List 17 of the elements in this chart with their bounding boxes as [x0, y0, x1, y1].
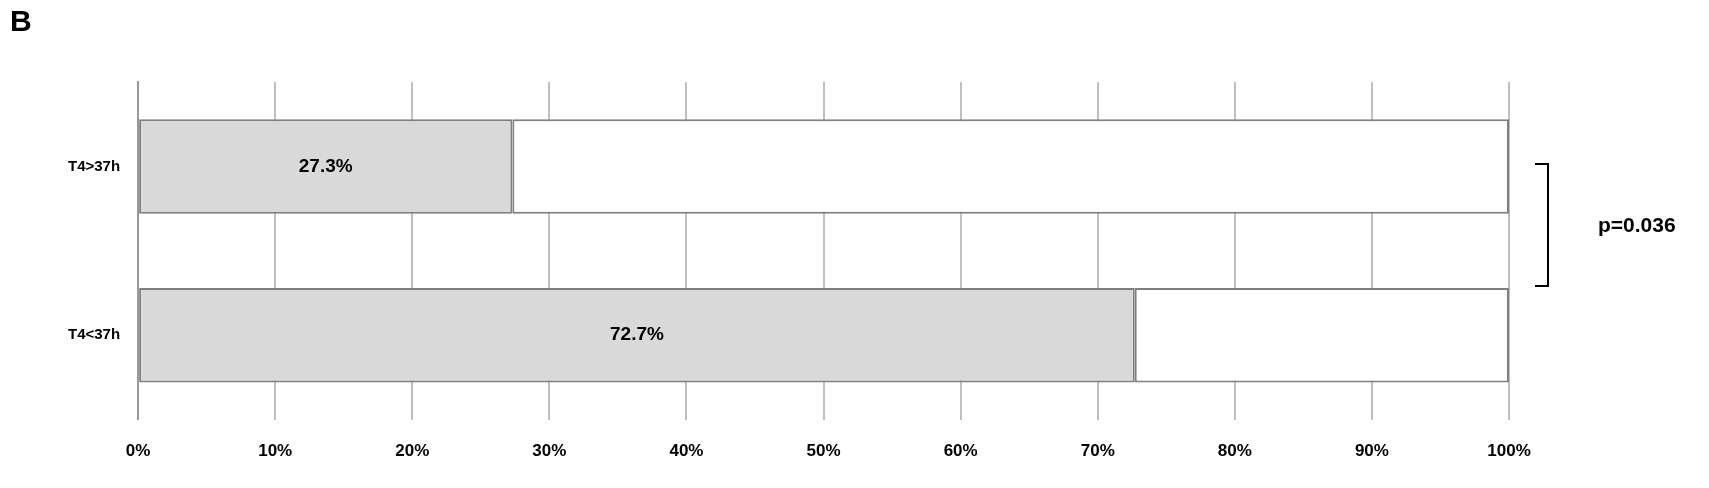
data-label: 72.7%: [609, 323, 664, 345]
y-tick-label: T4>37h: [67, 156, 121, 174]
x-tick-label: 30%: [532, 441, 567, 461]
x-tick-label: 0%: [125, 441, 151, 461]
data-label: 27.3%: [298, 154, 353, 176]
y-tick-label: T4<37h: [67, 325, 121, 343]
x-tick-label: 40%: [669, 441, 704, 461]
x-tick-label: 100%: [1487, 441, 1531, 461]
x-tick-label: 20%: [395, 441, 430, 461]
x-tick-label: 90%: [1354, 441, 1389, 461]
x-tick-label: 70%: [1080, 441, 1115, 461]
x-tick-label: 80%: [1217, 441, 1252, 461]
x-tick-label: 10%: [258, 441, 293, 461]
text: p=0.036: [1598, 213, 1676, 237]
x-tick-label: 50%: [806, 441, 841, 461]
x-tick-label: 60%: [943, 441, 978, 461]
chart-title: B: [10, 4, 32, 38]
